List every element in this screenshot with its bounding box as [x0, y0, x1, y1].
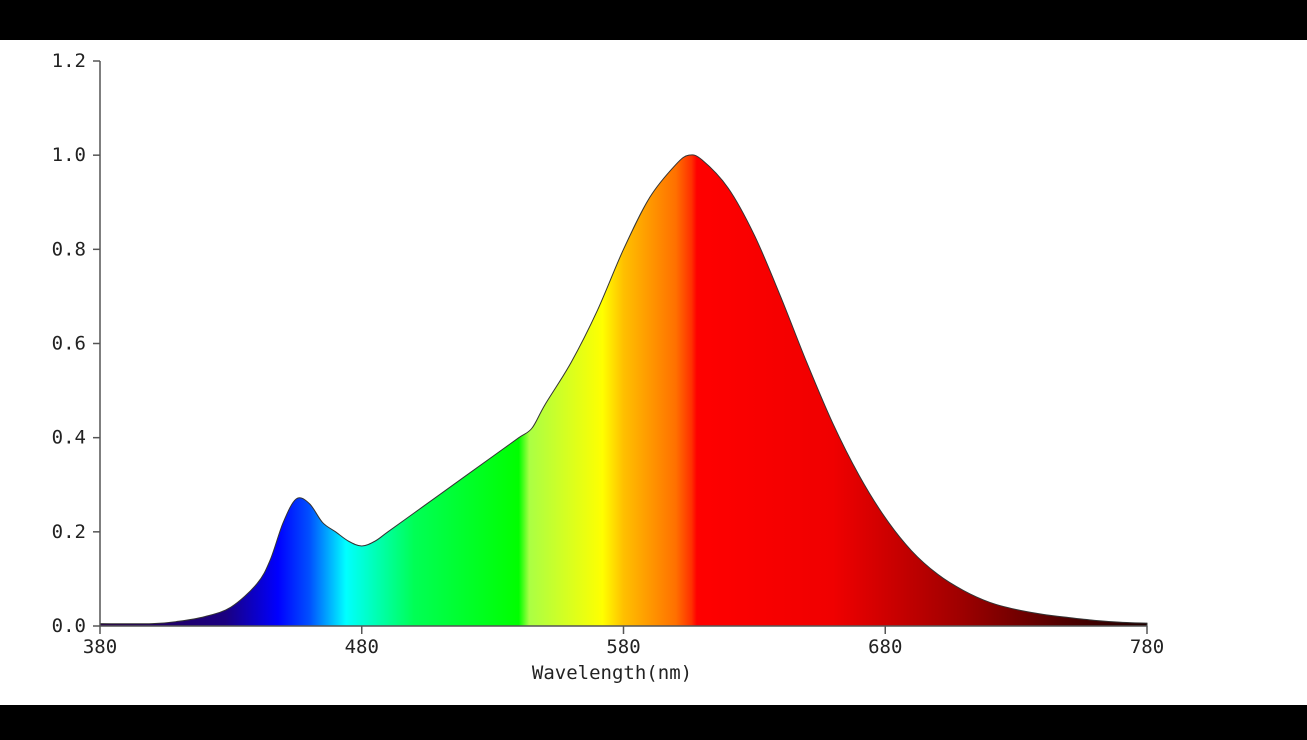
- y-tick-label: 0.8: [52, 238, 86, 260]
- x-tick-label: 380: [83, 636, 117, 658]
- x-axis-label: Wavelength(nm): [532, 662, 692, 684]
- y-tick-label: 0.6: [52, 333, 86, 355]
- bottom-letterbox-bar: [0, 705, 1307, 740]
- x-tick-label: 580: [606, 636, 640, 658]
- x-tick-label: 680: [868, 636, 902, 658]
- spectrum-chart: 0.0 0.2 0.4 0.6 0.8 1.0 1.2 380 480 580 680 780 Wav…: [52, 50, 1164, 684]
- spectrum-area: [99, 154, 1148, 627]
- y-tick-label: 1.0: [52, 144, 86, 166]
- x-tick-label: 480: [345, 636, 379, 658]
- y-tick-label: 0.0: [52, 615, 86, 637]
- y-tick-label: 0.4: [52, 427, 86, 449]
- top-letterbox-bar: [0, 0, 1307, 40]
- y-tick-label: 1.2: [52, 50, 86, 72]
- chart-panel: 0.0 0.2 0.4 0.6 0.8 1.0 1.2 380 480 580 680 780 Wav…: [0, 40, 1307, 705]
- axes-layer: 0.0 0.2 0.4 0.6 0.8 1.0 1.2 380 480 580 680 780: [52, 50, 1164, 658]
- area-layer: [99, 154, 1148, 627]
- x-tick-label: 780: [1130, 636, 1164, 658]
- y-tick-label: 0.2: [52, 521, 86, 543]
